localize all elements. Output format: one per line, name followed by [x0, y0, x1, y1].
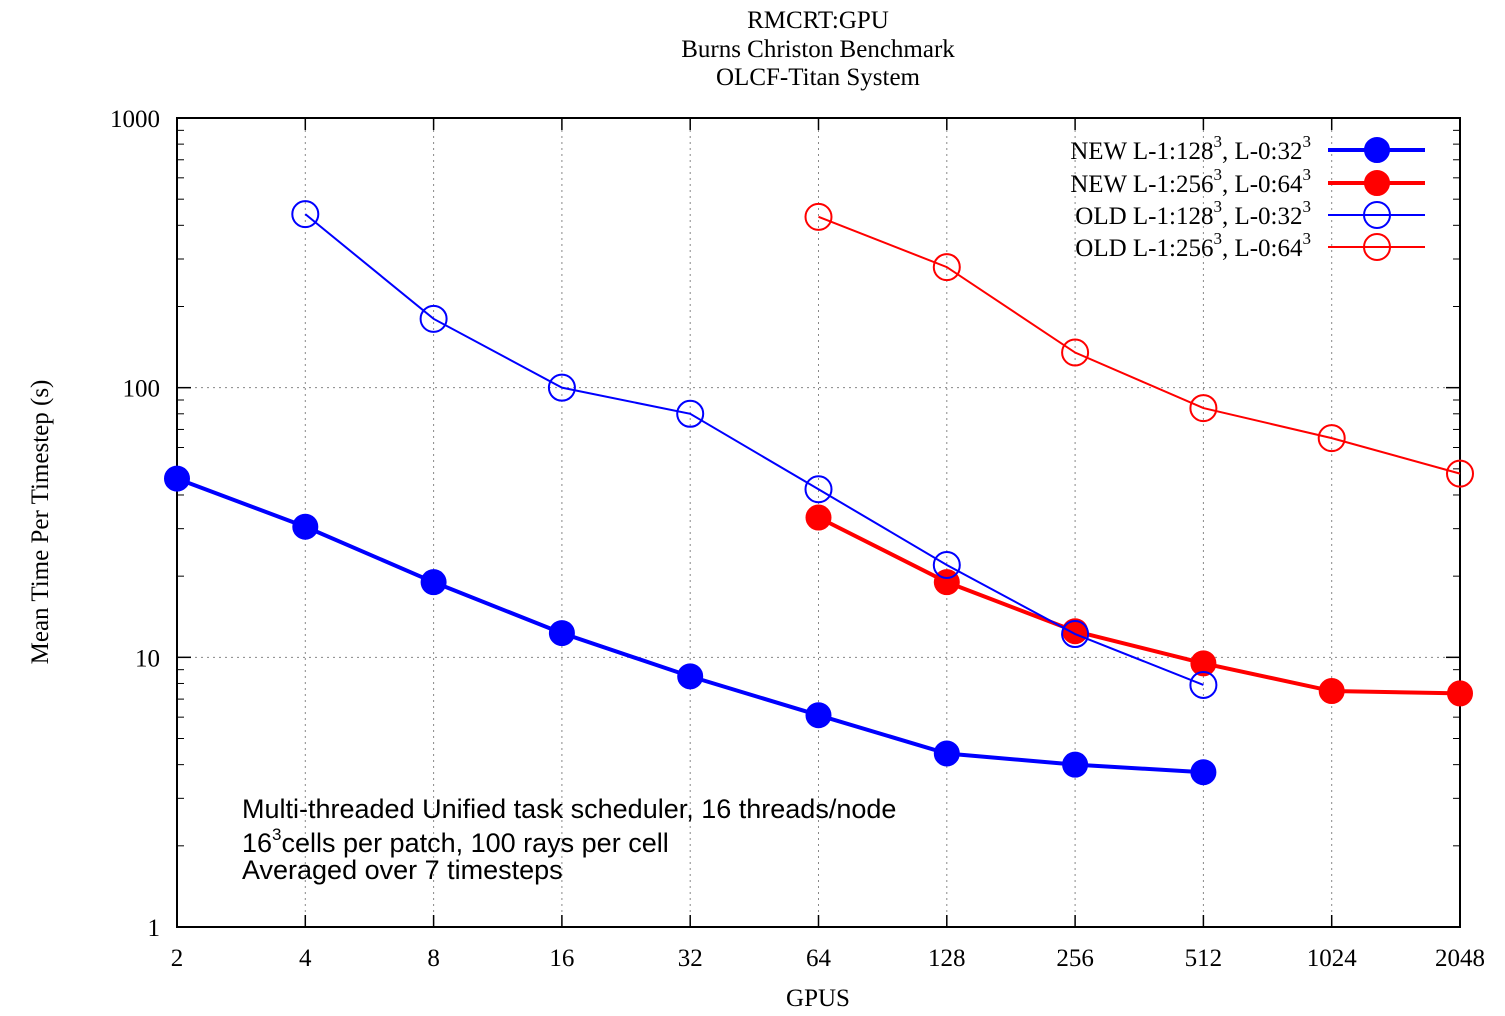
data-point: [1447, 680, 1473, 707]
legend-marker: [1363, 201, 1391, 229]
data-point: [1189, 394, 1218, 423]
annotation-line-2-superscript: 3: [272, 825, 281, 844]
y-tick-labels: 1 10 100 1000: [110, 106, 160, 942]
series-1: [164, 465, 1217, 786]
x-tick-labels: 2 4 8 16 32 64 128 256 512 1024 2048: [171, 945, 1485, 972]
data-point: [548, 620, 575, 647]
chart-title-line-2: Burns Christon Benchmark: [681, 36, 955, 63]
data-point: [804, 202, 833, 231]
data-point: [805, 702, 832, 729]
data-point: [932, 253, 961, 282]
legend-marker: [1364, 137, 1390, 163]
data-point: [804, 475, 833, 504]
legend-marker: [1364, 170, 1390, 196]
data-point: [933, 740, 960, 767]
axis-ticks: [176, 117, 1461, 928]
series-line: [818, 215, 1461, 475]
data-point: [420, 569, 447, 596]
legend-label: NEW L-1:2563, L-0:643: [1070, 165, 1311, 198]
x-tick-label: 1024: [1307, 945, 1358, 972]
data-point: [1189, 670, 1218, 699]
series-4: [804, 202, 1474, 488]
x-tick-label: 512: [1185, 945, 1223, 972]
data-point: [1190, 650, 1217, 677]
series-line: [176, 476, 1204, 775]
y-tick-label: 1: [148, 915, 161, 942]
data-point: [1062, 618, 1089, 645]
grid-lines: [177, 118, 1460, 927]
x-tick-label: 2: [171, 945, 184, 972]
series-line: [304, 213, 1204, 686]
data-point: [805, 504, 832, 531]
annotation-line-3: Averaged over 7 timesteps: [242, 855, 563, 885]
data-point: [1190, 759, 1217, 786]
data-point: [164, 465, 190, 492]
chart-title-line-3: OLCF-Titan System: [716, 64, 921, 91]
data-point: [1446, 459, 1474, 488]
x-tick-label: 128: [928, 945, 966, 972]
legend-label: OLD L-1:1283, L-0:323: [1075, 197, 1311, 230]
x-tick-label: 8: [427, 945, 440, 972]
data-point: [291, 200, 320, 229]
annotation-line-2-rest: cells per patch, 100 rays per cell: [282, 828, 669, 858]
series-2: [805, 504, 1473, 707]
data-point: [932, 550, 961, 579]
legend-label: NEW L-1:1283, L-0:323: [1070, 132, 1311, 165]
x-axis-label: GPUS: [786, 985, 850, 1012]
annotation: Multi-threaded Unified task scheduler, 1…: [242, 794, 896, 885]
data-point: [1061, 620, 1090, 649]
series-layer: [164, 200, 1474, 786]
y-tick-label: 10: [135, 645, 160, 672]
data-point: [1062, 751, 1089, 778]
series-3: [291, 200, 1218, 699]
data-point: [1318, 678, 1345, 705]
data-point: [419, 304, 448, 333]
x-tick-label: 2048: [1435, 945, 1485, 972]
x-tick-label: 16: [549, 945, 574, 972]
data-point: [676, 399, 705, 428]
data-point: [292, 513, 319, 540]
series-line: [817, 515, 1461, 696]
data-point: [677, 663, 704, 690]
data-point: [1317, 424, 1346, 453]
data-point: [1061, 338, 1090, 367]
x-tick-label: 64: [806, 945, 832, 972]
annotation-line-1: Multi-threaded Unified task scheduler, 1…: [242, 794, 896, 824]
x-tick-label: 32: [678, 945, 703, 972]
x-tick-label: 256: [1056, 945, 1094, 972]
data-point: [547, 373, 576, 402]
annotation-line-2: 163cells per patch, 100 rays per cell: [242, 825, 669, 858]
legend-label: OLD L-1:2563, L-0:643: [1075, 229, 1311, 262]
x-tick-label: 4: [299, 945, 312, 972]
chart-title-line-1: RMCRT:GPU: [747, 7, 889, 34]
legend-marker: [1363, 233, 1391, 261]
y-tick-label: 100: [123, 376, 161, 403]
y-axis-label: Mean Time Per Timestep (s): [27, 380, 54, 665]
annotation-line-2-number: 16: [242, 828, 272, 858]
y-tick-label: 1000: [110, 106, 160, 133]
